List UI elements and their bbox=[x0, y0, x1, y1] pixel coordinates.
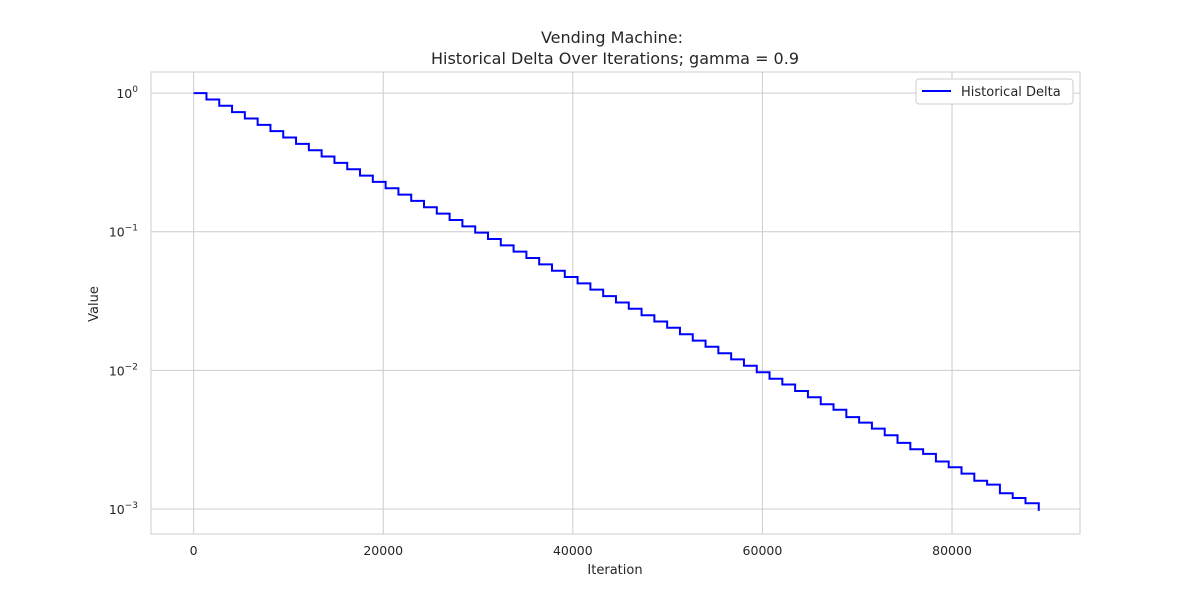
y-axis-label: Value bbox=[87, 286, 102, 322]
plot-area bbox=[150, 71, 1081, 535]
chart-subtitle: Historical Delta Over Iterations; gamma … bbox=[431, 49, 799, 68]
legend: Historical Delta bbox=[915, 78, 1074, 105]
legend-box bbox=[915, 78, 1074, 105]
y-tick-base: 10 bbox=[116, 86, 132, 101]
chart-title: Vending Machine: bbox=[541, 28, 683, 47]
x-tick-label: 80000 bbox=[932, 543, 972, 558]
y-tick-label: 10−2 bbox=[109, 362, 138, 378]
y-tick-exponent: 0 bbox=[132, 85, 138, 95]
series-line-0 bbox=[193, 92, 1040, 511]
y-tick-exponent: −3 bbox=[125, 501, 138, 511]
y-tick-exponent: −2 bbox=[125, 362, 138, 372]
x-axis-label: Iteration bbox=[587, 563, 642, 578]
y-tick-label: 10−3 bbox=[109, 501, 138, 517]
x-tick-label: 20000 bbox=[363, 543, 403, 558]
y-tick-exponent: −1 bbox=[125, 224, 138, 234]
y-tick-base: 10 bbox=[109, 502, 125, 517]
x-tick-label: 60000 bbox=[743, 543, 783, 558]
y-tick-label: 100 bbox=[116, 85, 138, 101]
x-tick-label: 0 bbox=[190, 543, 198, 558]
x-axis-ticks: 0 20000 40000 60000 80000 bbox=[190, 543, 972, 558]
y-tick-base: 10 bbox=[109, 225, 125, 240]
legend-label-historical-delta: Historical Delta bbox=[961, 85, 1061, 100]
grid bbox=[151, 72, 1080, 534]
series-layer bbox=[193, 92, 1040, 511]
y-tick-base: 10 bbox=[109, 363, 125, 378]
y-tick-label: 10−1 bbox=[109, 224, 138, 240]
x-tick-label: 40000 bbox=[553, 543, 593, 558]
